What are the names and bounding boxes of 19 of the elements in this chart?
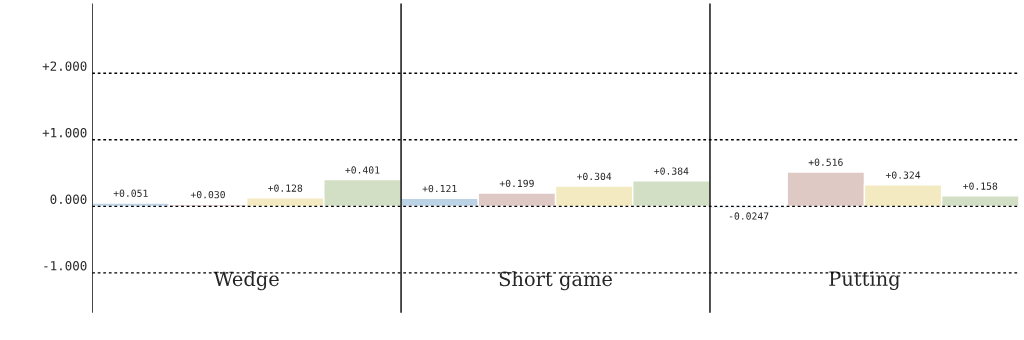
data-label: +0.401 xyxy=(345,166,380,174)
y-tick-label: +2.000 xyxy=(42,61,87,71)
x-tick-label: Short game xyxy=(499,271,612,291)
y-tick-label: -1.000 xyxy=(44,261,87,271)
data-label: +0.304 xyxy=(576,172,612,181)
y-tick-label: +1.000 xyxy=(42,127,87,138)
data-label: +0.516 xyxy=(808,158,843,166)
data-label: -0.0247 xyxy=(729,212,769,220)
x-tick-label: Putting xyxy=(829,271,901,290)
data-label: +0.030 xyxy=(190,190,225,199)
data-label: +0.158 xyxy=(963,182,998,190)
data-label: +0.324 xyxy=(885,171,921,179)
data-label: +0.128 xyxy=(268,184,303,192)
data-label: +0.051 xyxy=(113,189,148,197)
x-tick-label: Wedge xyxy=(213,271,279,291)
data-label: +0.199 xyxy=(499,179,534,188)
data-label: +0.121 xyxy=(422,184,457,193)
y-tick-label: 0.000 xyxy=(50,194,87,204)
data-label: +0.384 xyxy=(654,167,689,175)
